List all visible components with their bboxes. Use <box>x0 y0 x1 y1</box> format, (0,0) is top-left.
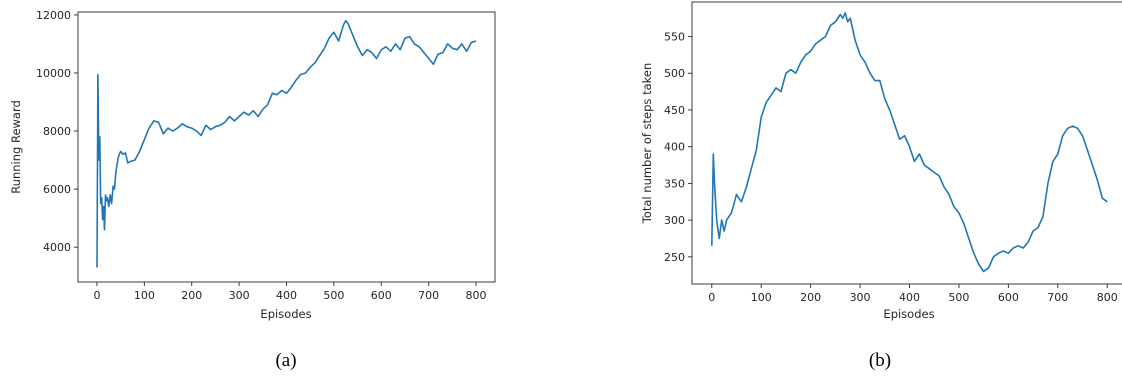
x-tick-label: 800 <box>466 289 487 302</box>
y-tick-label: 300 <box>664 214 685 227</box>
plot-frame <box>691 1 1122 285</box>
panel-caption: (b) <box>869 350 891 371</box>
y-tick-label: 4000 <box>43 241 71 254</box>
x-tick-label: 300 <box>850 291 871 304</box>
plot-frame <box>77 11 496 283</box>
x-tick-label: 100 <box>751 291 772 304</box>
y-tick-label: 250 <box>664 251 685 264</box>
x-tick-label: 200 <box>800 291 821 304</box>
x-tick-label: 100 <box>134 289 155 302</box>
x-tick-label: 200 <box>181 289 202 302</box>
x-tick-label: 400 <box>276 289 297 302</box>
y-tick-label: 6000 <box>43 183 71 196</box>
y-axis-ticks: 4000 6000 8000 10000 12000 <box>36 9 78 254</box>
x-tick-label: 0 <box>708 291 715 304</box>
total-steps-line <box>711 12 1108 273</box>
y-axis-label: Running Reward <box>9 100 23 194</box>
y-tick-label: 400 <box>664 141 685 154</box>
y-tick-label: 350 <box>664 177 685 190</box>
panel-caption: (a) <box>275 350 296 371</box>
x-tick-label: 300 <box>229 289 250 302</box>
x-tick-label: 600 <box>998 291 1019 304</box>
y-axis-label: Total number of steps taken <box>640 63 654 224</box>
x-tick-label: 700 <box>1047 291 1068 304</box>
x-tick-label: 400 <box>899 291 920 304</box>
y-tick-label: 450 <box>664 104 685 117</box>
x-axis-ticks: 0 100 200 300 400 500 600 700 800 <box>93 282 487 302</box>
panel-b: 250 300 350 400 450 500 550 0 100 200 300 400 500 60… <box>640 1 1122 371</box>
x-axis-label: Episodes <box>260 307 311 321</box>
x-tick-label: 800 <box>1097 291 1118 304</box>
x-tick-label: 500 <box>323 289 344 302</box>
x-tick-label: 0 <box>93 289 100 302</box>
y-axis-ticks: 250 300 350 400 450 500 550 <box>664 31 692 264</box>
x-axis-ticks: 0 100 200 300 400 500 600 700 800 <box>708 284 1118 304</box>
y-tick-label: 550 <box>664 31 685 44</box>
x-tick-label: 700 <box>418 289 439 302</box>
x-axis-label: Episodes <box>883 307 934 321</box>
y-tick-label: 12000 <box>36 9 71 22</box>
x-tick-label: 600 <box>371 289 392 302</box>
x-tick-label: 500 <box>948 291 969 304</box>
y-tick-label: 8000 <box>43 125 71 138</box>
y-tick-label: 500 <box>664 67 685 80</box>
running-reward-line <box>96 19 477 268</box>
panel-a: 4000 6000 8000 10000 12000 0 100 200 300 400 500 6… <box>9 9 496 371</box>
y-tick-label: 10000 <box>36 67 71 80</box>
